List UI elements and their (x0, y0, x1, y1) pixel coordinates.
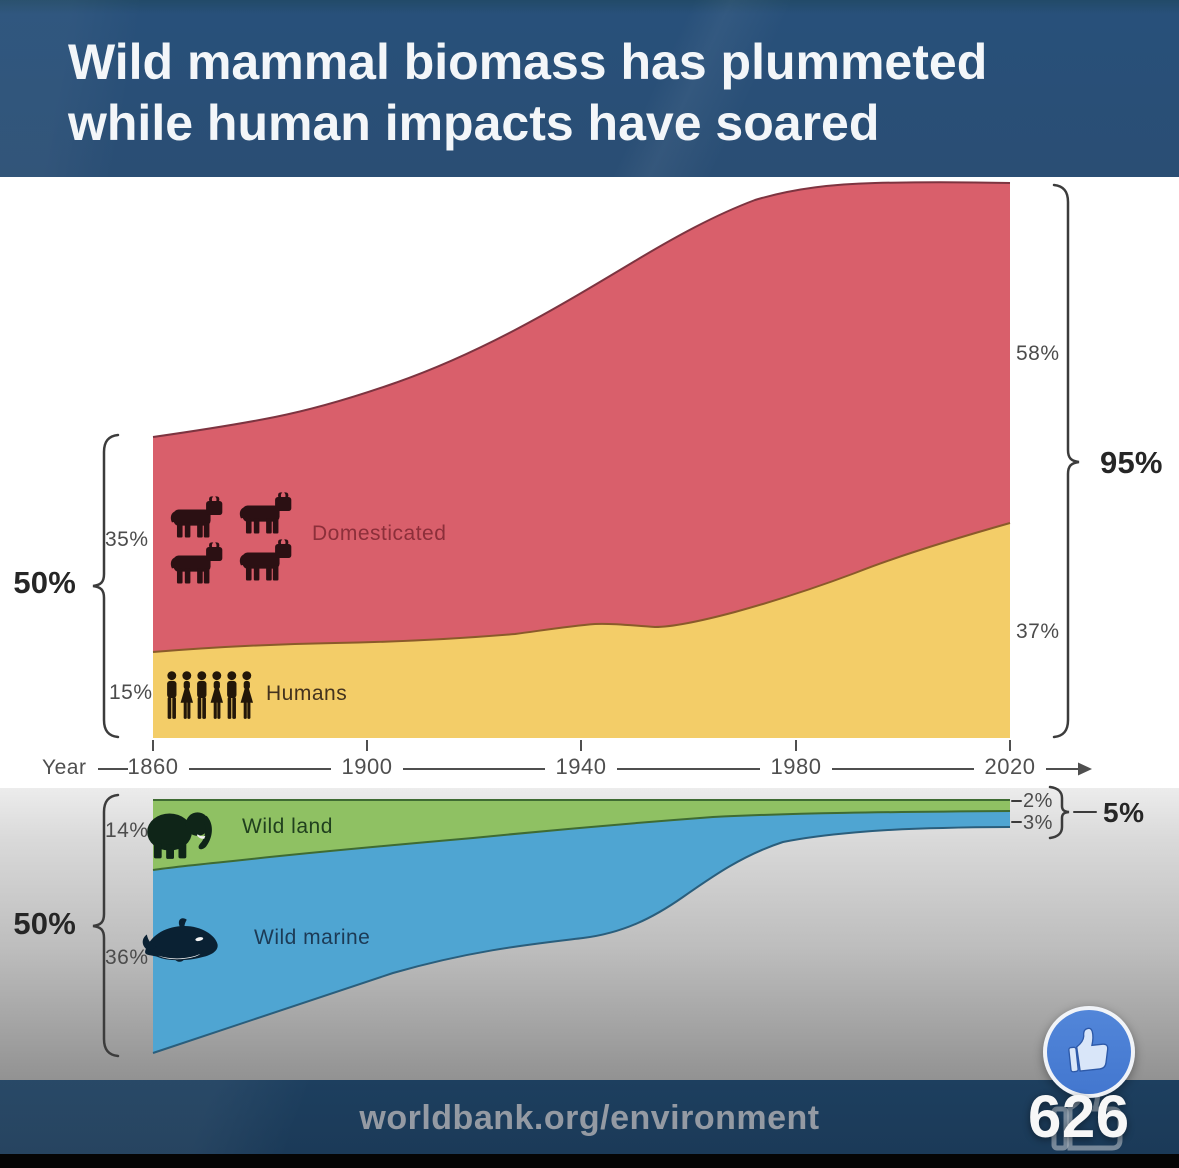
axis-tick-1940: 1940 (555, 754, 607, 779)
lower-gradient-band (0, 788, 1179, 1080)
bottom-total-left-label: 50% (13, 906, 76, 941)
footer-band (0, 1080, 1179, 1154)
cow-icon (239, 492, 292, 534)
like-button[interactable] (1043, 1006, 1135, 1098)
wild-marine-left-label: 36% (105, 946, 149, 969)
wild-marine-series-label: Wild marine (254, 926, 371, 949)
wild-marine-right-label: 3% (1023, 812, 1053, 834)
axis-year-label: Year (42, 756, 87, 779)
humans-left-label: 15% (109, 681, 153, 704)
humans-top-edge (152, 522, 1011, 653)
title-line-2: while human impacts have soared (68, 95, 880, 151)
man-icon (167, 671, 177, 719)
domesticated-top-edge (152, 181, 1011, 438)
bottom-black-strip (0, 1154, 1179, 1168)
domesticated-series-label: Domesticated (312, 522, 447, 545)
axis-tick-2020: 2020 (984, 754, 1036, 779)
domesticated-area (153, 182, 1010, 738)
cow-icon (170, 542, 223, 584)
wild-land-series-label: Wild land (242, 815, 333, 838)
cow-icon (239, 539, 292, 581)
domesticated-right-label: 58% (1016, 342, 1060, 365)
axis-tick-1860: 1860 (127, 754, 179, 779)
cow-icons (170, 492, 292, 584)
human-icons (167, 671, 254, 719)
top-total-left-label: 50% (13, 565, 76, 600)
humans-series-label: Humans (266, 682, 348, 705)
title-line-1: Wild mammal biomass has plummeted (68, 34, 988, 90)
top-area-chart (152, 181, 1011, 738)
axis-arrow-head (1078, 762, 1092, 776)
footer-url: worldbank.org/environment (359, 1099, 820, 1137)
wild-land-right-label: 2% (1023, 790, 1053, 812)
woman-icon (180, 671, 194, 719)
humans-right-label: 37% (1016, 620, 1060, 643)
like-count: 626 (1028, 1083, 1130, 1150)
axis-tick-1980: 1980 (770, 754, 822, 779)
domesticated-left-label: 35% (105, 528, 149, 551)
cow-icon (170, 496, 223, 538)
humans-area (153, 523, 1010, 738)
page-title: Wild mammal biomass has plummeted while … (68, 32, 987, 154)
header-band (0, 0, 1179, 177)
woman-icon (210, 671, 224, 719)
right-brace-top-chart (1052, 183, 1080, 739)
man-icon (197, 671, 207, 719)
wild-land-left-label: 14% (105, 819, 149, 842)
axis-tick-1900: 1900 (341, 754, 393, 779)
thumbs-up-icon (1068, 1027, 1109, 1073)
top-total-right-label: 95% (1100, 445, 1163, 480)
man-icon (227, 671, 237, 719)
bottom-total-right-label: 5% (1103, 797, 1145, 828)
woman-icon (240, 671, 254, 719)
